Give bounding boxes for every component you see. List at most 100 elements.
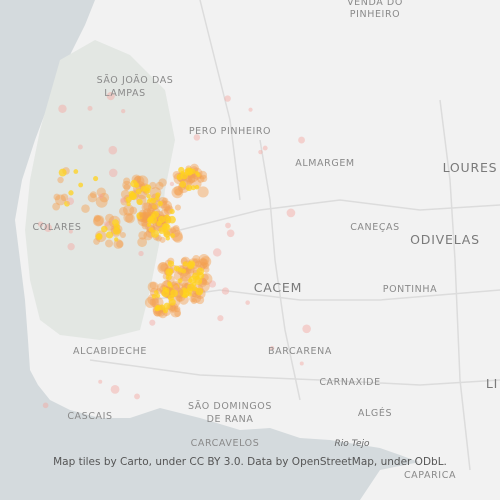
- place-label: VENDA DO: [347, 0, 403, 8]
- heat-point: [302, 324, 311, 334]
- heat-point: [138, 250, 144, 257]
- heat-point: [143, 202, 152, 211]
- place-label: ALCABIDECHE: [73, 346, 147, 357]
- heat-point: [298, 136, 305, 144]
- heat-point: [168, 298, 176, 306]
- heat-point: [68, 229, 73, 234]
- heat-point: [126, 201, 131, 207]
- south-bank: [360, 462, 500, 500]
- heat-point: [170, 227, 177, 234]
- heat-point: [98, 379, 103, 384]
- heat-point: [197, 175, 205, 183]
- heat-point: [136, 175, 149, 188]
- heat-point: [73, 169, 79, 174]
- heat-point: [162, 197, 169, 204]
- heat-point: [173, 284, 179, 291]
- heat-point: [152, 210, 160, 218]
- heat-point: [123, 183, 131, 191]
- heat-point: [170, 233, 176, 239]
- heat-point: [135, 188, 142, 195]
- heat-point: [248, 107, 253, 112]
- heat-point: [93, 214, 101, 222]
- heat-point: [141, 221, 149, 230]
- heat-point: [217, 315, 224, 322]
- heat-point: [143, 230, 153, 241]
- heat-point: [53, 193, 61, 201]
- heat-point: [93, 215, 105, 226]
- heat-point: [158, 178, 167, 187]
- place-label: COLARES: [33, 222, 82, 233]
- heat-point: [103, 221, 110, 227]
- heat-point: [170, 307, 181, 318]
- heat-point: [141, 216, 149, 223]
- heat-point: [108, 145, 118, 155]
- heat-point: [213, 248, 222, 257]
- heat-point: [156, 220, 162, 227]
- place-label: CANEÇAS: [350, 222, 400, 233]
- heat-point: [125, 196, 132, 203]
- heat-point: [199, 261, 208, 269]
- heat-point: [208, 280, 217, 288]
- heat-point: [123, 204, 135, 216]
- heat-point: [200, 256, 212, 268]
- heat-point: [105, 231, 114, 239]
- heat-point: [95, 233, 103, 241]
- heat-point: [168, 303, 176, 311]
- place-label: BARCARENA: [268, 346, 332, 357]
- heat-point: [98, 193, 104, 199]
- heat-point: [162, 225, 168, 230]
- heat-point: [163, 302, 171, 310]
- heat-point: [194, 277, 203, 285]
- heat-point: [258, 149, 263, 155]
- heat-point: [110, 384, 120, 394]
- heat-point: [164, 214, 170, 220]
- heat-point: [154, 304, 162, 312]
- heat-point: [155, 181, 164, 190]
- heat-point: [169, 208, 175, 215]
- heat-point: [195, 295, 205, 305]
- place-label: ALMARGEM: [295, 158, 354, 169]
- heat-point: [138, 231, 147, 240]
- heat-point: [167, 260, 175, 267]
- heat-point: [172, 282, 179, 290]
- heat-point: [176, 295, 183, 302]
- heat-point: [66, 197, 75, 206]
- heat-point: [165, 274, 172, 281]
- heat-point: [96, 187, 106, 197]
- heat-point: [203, 266, 210, 273]
- heat-point: [146, 222, 152, 227]
- place-label: CASCAIS: [67, 411, 112, 422]
- heat-point: [87, 192, 98, 203]
- heat-point: [177, 278, 183, 284]
- heat-point: [173, 265, 180, 272]
- heat-point: [169, 304, 177, 312]
- heat-point: [168, 302, 179, 313]
- heat-point: [172, 232, 184, 243]
- heat-point: [134, 393, 140, 400]
- heat-point: [95, 195, 108, 208]
- place-label: CACEM: [254, 280, 302, 295]
- heat-point: [81, 204, 90, 213]
- heat-point: [165, 236, 170, 241]
- heat-point: [112, 219, 119, 227]
- heat-point: [93, 175, 99, 182]
- heat-point: [68, 190, 74, 196]
- heat-point: [193, 134, 201, 141]
- heat-point: [174, 204, 182, 211]
- place-label: LOURES: [443, 160, 498, 175]
- water-label: Rio Tejo: [334, 439, 370, 449]
- heat-point: [146, 194, 151, 199]
- heat-point: [77, 144, 83, 150]
- heat-point: [190, 185, 196, 191]
- heat-point: [136, 198, 143, 205]
- heat-point: [87, 105, 93, 111]
- heat-point: [299, 361, 304, 366]
- heat-point: [161, 289, 170, 298]
- heat-point: [269, 345, 275, 351]
- heat-point: [199, 258, 208, 266]
- heat-point: [189, 295, 197, 303]
- heat-point: [173, 270, 184, 281]
- place-label: DE RANA: [207, 414, 254, 425]
